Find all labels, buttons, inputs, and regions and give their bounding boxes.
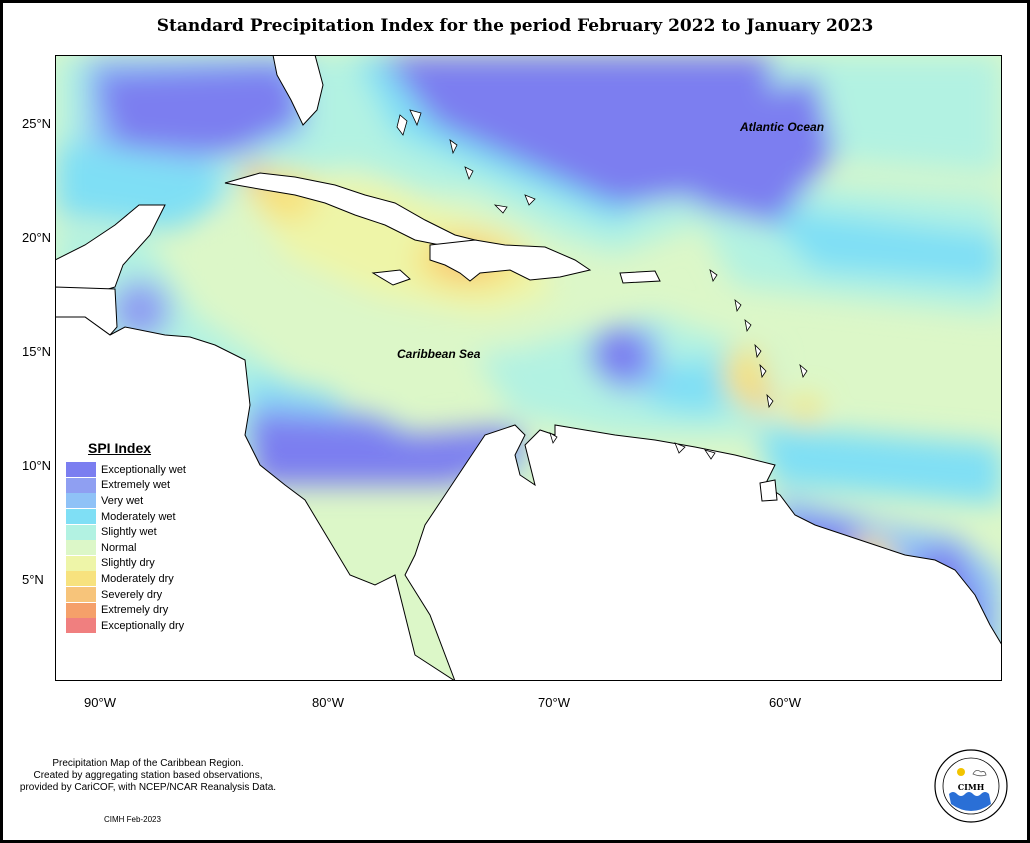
legend-swatch bbox=[66, 602, 96, 618]
land-masses bbox=[55, 55, 1002, 681]
legend-label: Moderately dry bbox=[101, 572, 174, 585]
legend-swatch bbox=[66, 540, 96, 556]
legend-item: Extremely wet bbox=[66, 477, 186, 494]
legend-item: Exceptionally wet bbox=[66, 462, 186, 478]
map-border bbox=[55, 55, 1002, 681]
legend-swatch bbox=[66, 618, 96, 634]
lat-label-5n: 5°N bbox=[22, 572, 44, 587]
legend-label: Severely dry bbox=[101, 588, 163, 601]
legend-rows: Exceptionally wet Extremely wet Very wet Mo… bbox=[66, 462, 186, 634]
map-caption: Precipitation Map of the Caribbean Regio… bbox=[8, 758, 288, 794]
legend-item: Normal bbox=[66, 540, 186, 556]
legend-item: Moderately wet bbox=[66, 509, 186, 525]
lat-label-25n: 25°N bbox=[22, 116, 52, 131]
legend-label: Exceptionally wet bbox=[101, 463, 186, 476]
legend-label: Slightly wet bbox=[101, 526, 157, 539]
waves-icon bbox=[949, 792, 991, 811]
legend-label: Extremely wet bbox=[101, 479, 171, 492]
legend-item: Very wet bbox=[66, 493, 186, 509]
legend-title: SPI Index bbox=[88, 440, 152, 456]
legend-item: Severely dry bbox=[66, 587, 186, 603]
lon-label-80w: 80°W bbox=[312, 695, 344, 710]
land-south-america bbox=[404, 424, 1002, 681]
cimh-logo: CIMH bbox=[933, 748, 1009, 824]
legend-swatch bbox=[66, 462, 96, 478]
legend-swatch bbox=[66, 555, 96, 571]
spi-legend: SPI Index Exceptionally wet Extremely wet… bbox=[66, 440, 186, 634]
legend-swatch bbox=[66, 587, 96, 603]
caption-line-3: provided by CariCOF, with NCEP/NCAR Rean… bbox=[19, 782, 277, 793]
legend-swatch bbox=[66, 524, 96, 540]
land-central-america bbox=[55, 316, 456, 681]
legend-label: Moderately wet bbox=[101, 510, 176, 523]
legend-label: Extremely dry bbox=[101, 604, 169, 617]
lon-label-90w: 90°W bbox=[84, 695, 116, 710]
land-puerto-rico bbox=[619, 270, 661, 284]
legend-swatch bbox=[66, 493, 96, 509]
caribbean-sea-label: Caribbean Sea bbox=[397, 347, 481, 361]
logo-text: CIMH bbox=[958, 782, 985, 792]
land-yucatan bbox=[55, 204, 166, 306]
small-islands bbox=[396, 109, 808, 460]
legend-label: Exceptionally dry bbox=[101, 619, 185, 632]
lon-label-60w: 60°W bbox=[769, 695, 801, 710]
legend-swatch bbox=[66, 571, 96, 587]
atlantic-ocean-label: Atlantic Ocean bbox=[740, 120, 825, 134]
spi-map-canvas bbox=[55, 55, 1002, 681]
legend-label: Slightly dry bbox=[101, 557, 155, 570]
lon-label-70w: 70°W bbox=[538, 695, 570, 710]
lat-label-20n: 20°N bbox=[22, 230, 52, 245]
legend-item: Extremely dry bbox=[66, 602, 186, 618]
sun-icon bbox=[957, 768, 965, 776]
cloud-icon bbox=[972, 770, 987, 777]
land-trinidad bbox=[759, 479, 778, 502]
legend-item: Slightly dry bbox=[66, 555, 186, 572]
land-jamaica bbox=[371, 269, 411, 286]
legend-label: Very wet bbox=[101, 494, 144, 507]
legend-item: Moderately dry bbox=[66, 571, 186, 587]
spi-map bbox=[55, 55, 1002, 681]
legend-item: Exceptionally dry bbox=[66, 618, 186, 634]
caption-line-1: Precipitation Map of the Caribbean Regio… bbox=[52, 758, 244, 769]
land-hispaniola bbox=[429, 239, 592, 282]
lat-label-10n: 10°N bbox=[22, 458, 52, 473]
credit-text: CIMH Feb-2023 bbox=[104, 815, 161, 824]
legend-swatch bbox=[66, 477, 96, 493]
map-title: Standard Precipitation Index for the per… bbox=[156, 16, 874, 36]
legend-swatch bbox=[66, 509, 96, 525]
caption-line-2: Created by aggregating station based obs… bbox=[33, 770, 263, 781]
lat-label-15n: 15°N bbox=[22, 344, 52, 359]
legend-label: Normal bbox=[101, 541, 137, 554]
land-florida bbox=[272, 55, 324, 126]
legend-item: Slightly wet bbox=[66, 524, 186, 540]
